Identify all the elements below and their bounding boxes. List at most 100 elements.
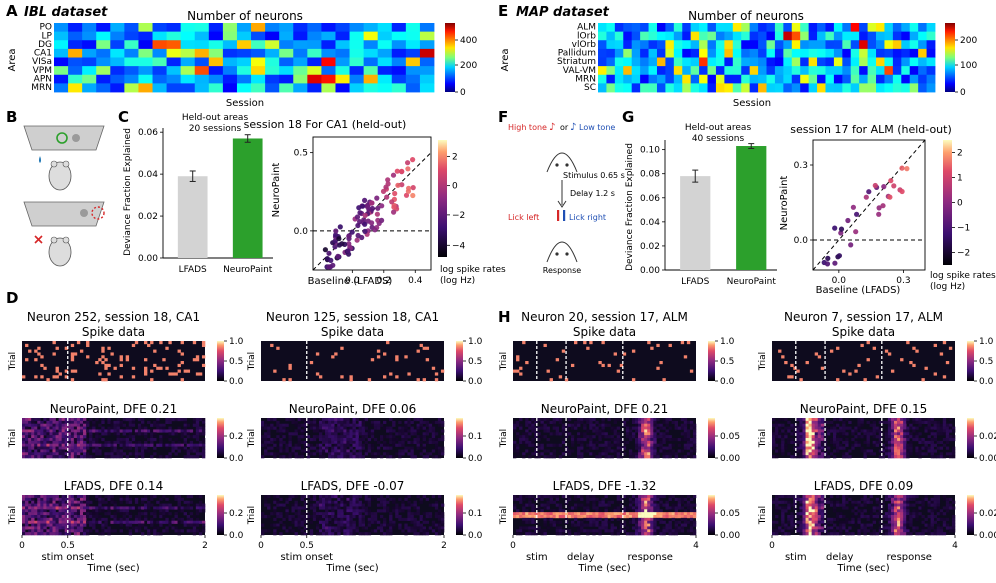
raster-cell [294, 500, 298, 504]
raster-cell [328, 517, 332, 522]
heatmap-cell [349, 40, 365, 50]
raster-cell [113, 443, 117, 447]
raster-cell [833, 423, 837, 427]
raster-cell [55, 526, 59, 530]
raster-cell [195, 517, 200, 522]
raster-cell [878, 429, 883, 433]
raster-cell [177, 363, 181, 368]
heatmap-cell [335, 74, 350, 84]
raster-cell [40, 375, 44, 379]
raster-cell [549, 432, 553, 436]
raster-cell [656, 429, 660, 433]
raster-cell [881, 443, 886, 447]
raster-cell [534, 429, 538, 433]
raster-cell [413, 429, 417, 433]
raster-cell [89, 515, 93, 519]
raster-cell [370, 429, 375, 433]
raster-cell [325, 509, 329, 513]
raster-cell [580, 420, 584, 425]
raster-cell [144, 341, 148, 345]
neuron-count-heatmap [54, 23, 435, 93]
raster-cell [389, 438, 393, 442]
raster-cell [598, 452, 602, 456]
raster-cell [601, 432, 605, 436]
scatter-point [405, 160, 411, 166]
heatmap-cell [682, 40, 692, 50]
raster-cell [297, 426, 301, 430]
raster-cell [863, 378, 867, 382]
colorbar-tick-label: 0 [960, 88, 966, 98]
heatmap-cell [293, 48, 308, 58]
raster-cell [89, 435, 93, 439]
raster-cell [689, 503, 694, 507]
raster-cell [162, 529, 166, 533]
raster-cell [180, 378, 184, 382]
scatter-point [332, 244, 338, 250]
raster-cell [46, 378, 50, 382]
raster-cell [201, 443, 206, 447]
raster-cell [638, 446, 642, 450]
heatmap-cell [82, 57, 97, 67]
raster-cell [140, 443, 145, 447]
raster-cell [772, 443, 776, 447]
raster-cell [641, 509, 645, 513]
raster-cell [434, 420, 439, 425]
raster-cell [546, 455, 550, 459]
bar-annotation-line2: 20 sessions [189, 124, 242, 134]
raster-cell [401, 509, 405, 513]
heatmap-cell [808, 40, 818, 50]
raster-cell [343, 429, 347, 433]
raster-cell [379, 523, 384, 527]
raster-cell [58, 432, 62, 436]
heatmap-cell [766, 31, 776, 41]
raster-cell [680, 515, 685, 519]
raster-cell [817, 438, 822, 442]
raster-cell [37, 443, 41, 447]
raster-cell [156, 532, 160, 536]
heatmap-cell [293, 66, 308, 76]
raster-cell [434, 526, 439, 530]
raster-cell [656, 497, 660, 502]
heatmap-cell [631, 74, 641, 84]
heatmap-cell [614, 66, 624, 76]
x-axis-label: Time (sec) [86, 563, 139, 574]
x-axis-label: Session [733, 98, 771, 109]
raster-cell [674, 515, 678, 519]
raster-cell [92, 455, 96, 459]
raster-cell [25, 523, 29, 527]
raster-cell [334, 443, 338, 447]
raster-cell [836, 443, 840, 447]
raster-cell [159, 515, 163, 519]
raster-cell [407, 500, 411, 504]
raster-cell [25, 500, 29, 504]
heatmap-cell [690, 83, 700, 93]
raster-cell [410, 520, 414, 524]
raster-cell [416, 520, 420, 524]
raster-cell [279, 440, 283, 445]
raster-cell [422, 443, 426, 447]
raster-cell [416, 506, 420, 510]
raster-cell [131, 375, 136, 379]
heatmap-cell [783, 31, 793, 41]
raster-cell [604, 515, 608, 519]
raster-cell [790, 440, 794, 445]
raster-cell [653, 440, 657, 445]
x-tick-label: 0.3 [896, 276, 910, 286]
raster-cell [543, 423, 547, 427]
raster-cell [137, 506, 142, 510]
raster-cell [775, 432, 779, 436]
raster-cell [346, 517, 350, 522]
raster-cell [73, 438, 78, 442]
raster-cell [25, 435, 29, 439]
raster-cell [903, 420, 907, 425]
raster-cell [887, 432, 892, 436]
raster-cell [930, 426, 934, 430]
raster-cell [561, 423, 566, 427]
raster-cell [331, 429, 335, 433]
raster-cell [854, 426, 858, 430]
raster-cell [267, 432, 271, 436]
raster-cell [395, 509, 399, 513]
mouse-eye-icon [555, 252, 559, 256]
raster-cell [370, 515, 375, 519]
raster-cell [140, 532, 145, 536]
